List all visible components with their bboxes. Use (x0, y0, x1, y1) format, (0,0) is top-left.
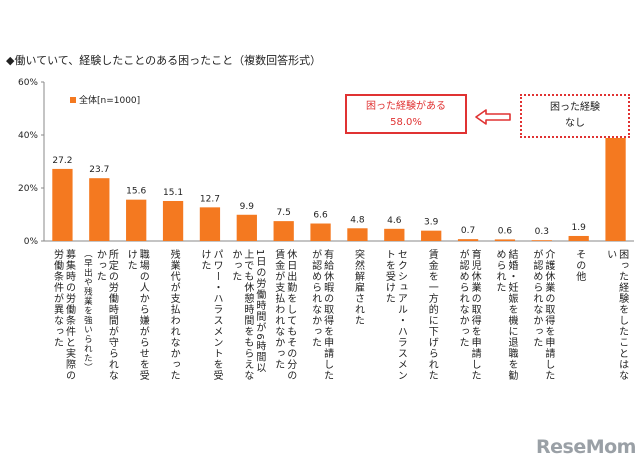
category-label-line: 上でも休憩時間をもらえな (241, 249, 253, 381)
y-tick-label: 60% (18, 78, 38, 88)
category-label: 所定の労働時間が守られな かった （早出や残業を強いられた） (81, 249, 117, 454)
category-label: 結婚・妊娠を機に退職を勧 められた (493, 249, 517, 454)
category-label: 有給休暇の取得を申請した が認められなかった (309, 249, 333, 454)
data-label: 0.6 (498, 226, 513, 236)
data-label: 1.9 (572, 223, 587, 233)
data-label: 4.6 (387, 216, 402, 226)
category-label: 職場の人から嫌がらせを受 けた (124, 249, 148, 454)
watermark-logo: ReseMom (536, 436, 636, 458)
category-label-line: 有給休暇の取得を申請した (321, 249, 333, 381)
experienced-value: 58.0% (390, 117, 422, 128)
legend: 全体[n=1000] (70, 93, 140, 106)
category-label-line: かった (94, 249, 106, 282)
category-label-line: 所定の労働時間が守られな (106, 249, 118, 381)
bar (347, 228, 368, 241)
category-label-line: が認められなかった (530, 249, 542, 348)
y-tick-label: 0% (24, 237, 39, 247)
category-label-line: その他 (573, 249, 585, 282)
category-label: 賃金を一方的に下げられた (425, 249, 437, 454)
category-label-line: 賃金が支払われなかった (272, 249, 284, 370)
category-label-line: 残業代が支払われなかった (168, 249, 180, 381)
data-label: 7.5 (277, 208, 291, 218)
bar (273, 221, 294, 241)
data-label: 0.7 (461, 226, 475, 236)
no-experience-label-line2: なし (565, 118, 585, 129)
category-label-line: められた (493, 249, 505, 293)
data-label: 15.6 (126, 187, 146, 197)
category-label: パワー・ハラスメントを受 けた (198, 249, 222, 454)
bar (236, 214, 257, 241)
category-label: 介護休業の取得を申請した が認められなかった (530, 249, 554, 454)
no-experience-callout: 困った経験 なし (520, 94, 630, 138)
bar (126, 199, 147, 241)
bar (89, 178, 110, 241)
data-label: 4.8 (350, 215, 365, 225)
bar (568, 235, 589, 241)
bar (199, 207, 221, 241)
category-label: セクシュアル・ハラスメン トを受けた (382, 249, 406, 454)
category-label-line: が認められなかった (309, 249, 321, 348)
bar (421, 230, 442, 241)
category-label: 突然解雇された (351, 249, 363, 454)
category-label-line: 結婚・妊娠を機に退職を勧 (505, 249, 517, 381)
category-label-line: パワー・ハラスメントを受 (210, 249, 222, 381)
category-label-line: 困った経験をしたことはな (616, 249, 628, 381)
category-label: 募集時の労働条件と実際の 労働条件が異なった (50, 249, 74, 454)
category-label: 困った経験をしたことはない (604, 249, 628, 454)
category-label: その他 (573, 249, 585, 454)
bar (384, 228, 405, 241)
bar (494, 239, 516, 241)
category-label-line: けた (125, 249, 137, 271)
bar (457, 239, 479, 241)
bar (162, 200, 184, 241)
no-experience-label-line1: 困った経験 (550, 102, 600, 113)
category-label-line: けた (198, 249, 210, 271)
category-label: 育児休業の取得を申請した が認められなかった (456, 249, 480, 454)
category-label: 休日出勤をしてもその分の 賃金が支払われなかった (272, 249, 296, 454)
category-label-line: トを受けた (383, 249, 395, 304)
category-label: 1日の労働時間が6時間以 上でも休憩時間をもらえな かった (229, 249, 265, 454)
category-label-line: かった (229, 249, 241, 282)
category-label-line: い (604, 249, 616, 260)
data-label: 9.9 (240, 202, 255, 212)
category-label-line: 突然解雇された (352, 249, 364, 326)
category-label-line: 介護休業の取得を申請した (542, 249, 554, 381)
data-label: 3.9 (424, 218, 439, 228)
legend-label: 全体[n=1000] (79, 96, 141, 106)
y-tick-label: 20% (18, 184, 38, 194)
category-label-line: セクシュアル・ハラスメン (395, 249, 407, 381)
category-label-line: 募集時の労働条件と実際の (63, 249, 75, 381)
category-label: 残業代が支払われなかった (167, 249, 179, 454)
data-label: 6.6 (313, 211, 328, 221)
y-tick-label: 40% (18, 131, 38, 141)
category-label-line: 1日の労働時間が6時間以 (253, 249, 265, 374)
category-label-line: 休日出勤をしてもその分の (284, 249, 296, 381)
experienced-callout: 困った経験がある 58.0% (345, 94, 467, 134)
category-label-line: 職場の人から嫌がらせを受 (137, 249, 149, 381)
bar (52, 168, 73, 241)
category-label-line: 育児休業の取得を申請した (469, 249, 481, 381)
category-label-line: が認められなかった (457, 249, 469, 348)
bar (605, 129, 626, 241)
arrow-left-icon (475, 109, 511, 125)
bar (531, 240, 552, 241)
data-label: 12.7 (200, 194, 220, 204)
bar (310, 223, 331, 241)
category-label-sub: （早出や残業を強いられた） (82, 249, 93, 373)
data-label: 15.1 (163, 188, 183, 198)
data-label: 27.2 (52, 156, 72, 166)
chart-title: ◆働いていて、経験したことのある困ったこと（複数回答形式） (6, 54, 322, 67)
category-label-line: 賃金を一方的に下げられた (426, 249, 438, 381)
data-label: 23.7 (89, 165, 109, 175)
experienced-label: 困った経験がある (366, 101, 446, 112)
data-label: 0.3 (535, 227, 549, 237)
category-label-line: 労働条件が異なった (51, 249, 63, 348)
legend-swatch (70, 96, 76, 103)
